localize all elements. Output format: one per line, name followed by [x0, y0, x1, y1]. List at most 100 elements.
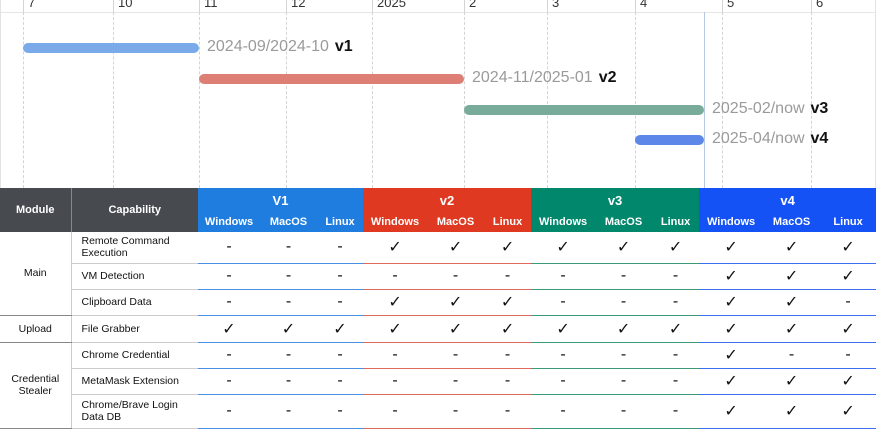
check-mark: ✓ [531, 232, 596, 264]
dash-mark: - [652, 342, 700, 369]
gridline [23, 12, 24, 188]
dash-mark: - [317, 232, 364, 264]
capability-cell: MetaMask Extension [71, 368, 198, 395]
dash-mark: - [363, 368, 428, 395]
dash-mark: - [260, 263, 317, 290]
dash-mark: - [427, 263, 485, 290]
dash-mark: - [260, 232, 317, 264]
check-mark: ✓ [531, 315, 596, 343]
table-row: Clipboard Data - - - ✓ ✓ ✓ - - - ✓ ✓ - [0, 289, 876, 316]
gridline [113, 12, 114, 188]
platform-header-macos: MacOS [427, 212, 485, 232]
platform-header-windows: Windows [198, 212, 260, 232]
gridline [286, 12, 287, 188]
axis-tick-line [23, 0, 24, 12]
dash-mark: - [652, 263, 700, 290]
axis-tick-label: 5 [727, 0, 735, 10]
dash-mark: - [198, 263, 260, 290]
check-mark: ✓ [763, 368, 821, 395]
capability-cell: Chrome/Brave Login Data DB [71, 394, 198, 429]
check-mark: ✓ [484, 232, 532, 264]
axis-tick-line [811, 0, 812, 12]
check-mark: ✓ [317, 315, 364, 343]
dash-mark: - [484, 263, 532, 290]
capability-cell: VM Detection [71, 263, 198, 290]
platform-header-windows: Windows [531, 212, 596, 232]
check-mark: ✓ [699, 289, 764, 316]
dash-mark: - [427, 394, 485, 429]
current-date-line [704, 12, 705, 188]
dash-mark: - [363, 263, 428, 290]
gridline [372, 12, 373, 188]
platform-header-macos: MacOS [260, 212, 317, 232]
dash-mark: - [198, 394, 260, 429]
table-row: Main Remote Command Execution - - - ✓ ✓ ✓ ✓ ✓ ✓ ✓ ✓ ✓ [0, 232, 876, 316]
dash-mark: - [595, 342, 653, 369]
header-row-platforms: Windows MacOS Linux Windows MacOS Linux Window… [0, 212, 876, 232]
check-mark: ✓ [595, 232, 653, 264]
check-mark: ✓ [198, 315, 260, 343]
table-row: MetaMask Extension - - - - - - - - - ✓ ✓ ✓ [0, 368, 876, 395]
axis-tick-label: 11 [204, 0, 218, 10]
axis-tick-line [372, 0, 373, 12]
version-date-range: 2024-09/2024-10 [207, 38, 329, 55]
version-bar-v1 [23, 43, 199, 53]
axis-tick-line [113, 0, 114, 12]
dash-mark: - [317, 368, 364, 395]
check-mark: ✓ [699, 394, 764, 429]
axis-tick-label: 2025 [377, 0, 406, 10]
dash-mark: - [531, 342, 596, 369]
check-mark: ✓ [763, 232, 821, 264]
dash-mark: - [763, 342, 821, 369]
dash-mark: - [652, 289, 700, 316]
dash-mark: - [427, 342, 485, 369]
dash-mark: - [595, 368, 653, 395]
version-name: v2 [598, 69, 617, 86]
gridline [547, 12, 548, 188]
version-bar-v2 [199, 74, 464, 84]
version-bar-label: 2024-11/2025-01 v2 [472, 69, 617, 87]
dash-mark: - [484, 394, 532, 429]
dash-mark: - [198, 289, 260, 316]
version-header-v4: v4 [699, 188, 876, 212]
axis-tick-label: 6 [816, 0, 824, 10]
axis-tick-line [635, 0, 636, 12]
axis-tick-label: 7 [28, 0, 36, 10]
dash-mark: - [427, 368, 485, 395]
gridline [199, 12, 200, 188]
version-name: v3 [810, 100, 829, 117]
check-mark: ✓ [652, 315, 700, 343]
check-mark: ✓ [427, 289, 485, 316]
check-mark: ✓ [427, 315, 485, 343]
module-header: Module [0, 188, 72, 232]
table-row: VM Detection - - - - - - - - - ✓ ✓ ✓ [0, 263, 876, 290]
dash-mark: - [260, 394, 317, 429]
gridline [811, 12, 812, 188]
dash-mark: - [531, 368, 596, 395]
capability-header: Capability [71, 188, 198, 232]
dash-mark: - [531, 394, 596, 429]
dash-mark: - [531, 263, 596, 290]
check-mark: ✓ [427, 232, 485, 264]
dash-mark: - [595, 394, 653, 429]
module-cell-main: Main [0, 232, 72, 316]
version-bar-label: 2025-02/now v3 [712, 100, 828, 118]
axis-tick-line [547, 0, 548, 12]
header-row-versions: Module Capability V1 v2 v3 v4 [0, 188, 876, 232]
check-mark: ✓ [820, 368, 876, 395]
version-bar-v3 [464, 105, 704, 115]
table-row: Upload File Grabber ✓ ✓ ✓ ✓ ✓ ✓ ✓ ✓ ✓ ✓ ✓ ✓ [0, 315, 876, 343]
platform-header-windows: Windows [363, 212, 428, 232]
check-mark: ✓ [820, 232, 876, 264]
version-name: v4 [810, 130, 829, 147]
check-mark: ✓ [820, 315, 876, 343]
platform-header-windows: Windows [699, 212, 764, 232]
dash-mark: - [531, 289, 596, 316]
check-mark: ✓ [699, 315, 764, 343]
platform-header-macos: MacOS [763, 212, 821, 232]
version-header-v2: v2 [363, 188, 532, 212]
dash-mark: - [260, 289, 317, 316]
check-mark: ✓ [763, 289, 821, 316]
capability-cell: File Grabber [71, 315, 198, 343]
check-mark: ✓ [363, 289, 428, 316]
